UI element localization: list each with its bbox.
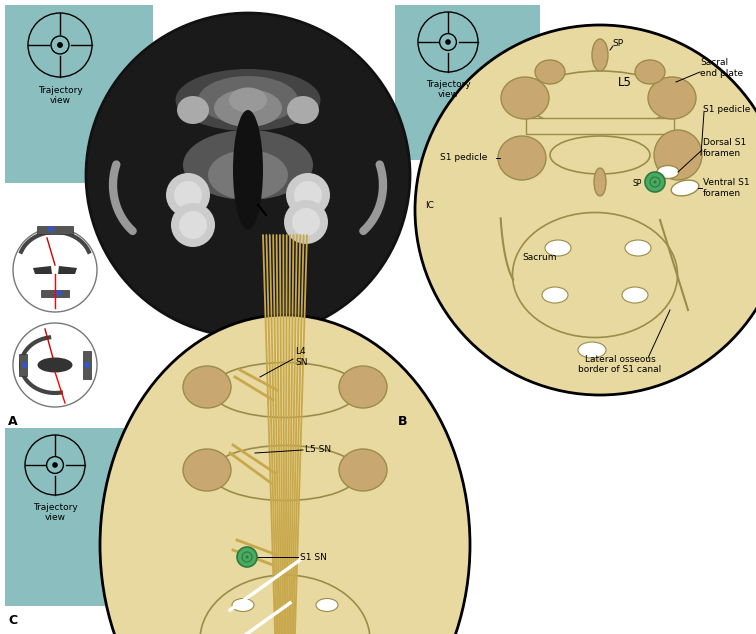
Ellipse shape <box>671 180 699 196</box>
Ellipse shape <box>594 168 606 196</box>
Text: Trajectory
view: Trajectory view <box>33 503 77 522</box>
Circle shape <box>284 200 328 244</box>
Ellipse shape <box>550 136 650 174</box>
Ellipse shape <box>578 342 606 358</box>
FancyBboxPatch shape <box>83 351 91 379</box>
Ellipse shape <box>535 60 565 84</box>
Circle shape <box>22 362 28 368</box>
Ellipse shape <box>648 77 696 119</box>
Ellipse shape <box>513 212 677 337</box>
FancyBboxPatch shape <box>37 226 73 234</box>
Circle shape <box>179 211 207 239</box>
Ellipse shape <box>287 96 319 124</box>
Circle shape <box>166 173 210 217</box>
Text: Ventral S1
foramen: Ventral S1 foramen <box>703 178 750 198</box>
Ellipse shape <box>38 358 73 373</box>
Ellipse shape <box>592 39 608 71</box>
Circle shape <box>446 40 450 44</box>
Text: L5: L5 <box>618 75 632 89</box>
Polygon shape <box>33 266 52 274</box>
Text: S1 pedicle: S1 pedicle <box>703 105 751 115</box>
FancyBboxPatch shape <box>395 5 540 160</box>
Text: Sacrum: Sacrum <box>522 254 557 262</box>
Circle shape <box>174 181 202 209</box>
Text: SP: SP <box>633 179 642 188</box>
Circle shape <box>56 290 62 296</box>
Circle shape <box>286 173 330 217</box>
FancyBboxPatch shape <box>41 290 69 297</box>
FancyBboxPatch shape <box>5 428 150 606</box>
Ellipse shape <box>211 363 359 418</box>
Text: Trajectory
view: Trajectory view <box>38 86 82 105</box>
Ellipse shape <box>339 366 387 408</box>
Text: L5 SN: L5 SN <box>305 446 331 455</box>
Ellipse shape <box>229 87 267 112</box>
Ellipse shape <box>545 240 571 256</box>
Text: Dorsal S1
foramen: Dorsal S1 foramen <box>703 138 746 158</box>
Circle shape <box>57 42 62 48</box>
Circle shape <box>645 172 665 192</box>
Ellipse shape <box>175 69 321 131</box>
Ellipse shape <box>233 110 263 230</box>
Ellipse shape <box>526 71 674 129</box>
FancyBboxPatch shape <box>526 118 674 134</box>
Text: Sacral
end plate: Sacral end plate <box>700 58 743 78</box>
Ellipse shape <box>339 449 387 491</box>
Circle shape <box>415 25 756 395</box>
Ellipse shape <box>316 598 338 612</box>
Text: IC: IC <box>425 200 434 209</box>
Circle shape <box>48 226 54 232</box>
FancyBboxPatch shape <box>19 354 27 376</box>
Ellipse shape <box>183 366 231 408</box>
Ellipse shape <box>177 96 209 124</box>
Ellipse shape <box>183 449 231 491</box>
Text: C: C <box>8 614 17 627</box>
Circle shape <box>292 208 320 236</box>
Text: S1 SN: S1 SN <box>300 552 327 562</box>
Circle shape <box>53 463 57 467</box>
Ellipse shape <box>211 446 359 500</box>
Ellipse shape <box>498 136 546 180</box>
Text: SP: SP <box>612 39 623 48</box>
Circle shape <box>84 362 90 368</box>
Text: Trajectory
view: Trajectory view <box>426 80 470 100</box>
Circle shape <box>294 181 322 209</box>
Ellipse shape <box>654 130 702 180</box>
Text: L4
SN: L4 SN <box>295 347 308 366</box>
Ellipse shape <box>208 150 288 200</box>
Text: B: B <box>398 415 407 428</box>
Ellipse shape <box>198 76 298 124</box>
Ellipse shape <box>232 598 254 612</box>
Polygon shape <box>58 266 77 274</box>
Ellipse shape <box>625 240 651 256</box>
Ellipse shape <box>100 315 470 634</box>
Ellipse shape <box>183 130 313 200</box>
Ellipse shape <box>635 60 665 84</box>
Ellipse shape <box>622 287 648 303</box>
Circle shape <box>246 555 249 559</box>
Ellipse shape <box>657 165 679 179</box>
Circle shape <box>653 181 656 183</box>
Ellipse shape <box>214 89 282 127</box>
FancyBboxPatch shape <box>5 5 153 183</box>
Ellipse shape <box>200 575 370 634</box>
Ellipse shape <box>542 287 568 303</box>
Circle shape <box>237 547 257 567</box>
Circle shape <box>86 13 410 337</box>
Text: A: A <box>8 415 17 428</box>
Ellipse shape <box>501 77 549 119</box>
Text: Lateral osseous
border of S1 canal: Lateral osseous border of S1 canal <box>578 355 662 375</box>
Circle shape <box>171 203 215 247</box>
Text: S1 pedicle: S1 pedicle <box>440 153 488 162</box>
